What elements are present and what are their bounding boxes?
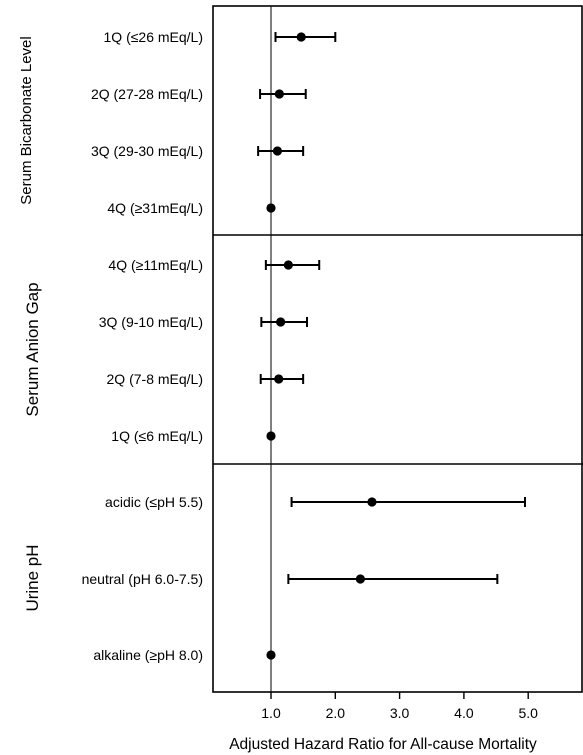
group-label: Serum Anion Gap [23,282,42,416]
group-label: Urine pH [23,544,42,611]
hazard-ratio-point [355,574,365,584]
plot-frame [212,5,583,693]
x-tick-label: 3.0 [390,705,410,721]
x-axis: 1.0 2.0 3.0 4.0 5.0 [261,692,538,721]
rows-layer: 1Q (≤26 mEq/L) 2Q (27-28 mEq/L) 3Q (29-30 … [82,29,526,663]
forest-row: acidic (≤pH 5.5) [105,494,526,510]
forest-row: 3Q (29-30 mEq/L) [91,143,305,159]
row-label: 2Q (27-28 mEq/L) [91,86,203,102]
hazard-ratio-point [276,317,286,327]
row-label: 3Q (9-10 mEq/L) [99,314,203,330]
forest-row: neutral (pH 6.0-7.5) [82,571,499,587]
hazard-ratio-point [266,650,276,660]
hazard-ratio-point [296,32,306,42]
row-label: 4Q (≥31mEq/L) [107,200,203,216]
panels: Serum Bicarbonate Level Serum Anion Gap Ur… [18,5,583,693]
x-tick-label: 4.0 [454,705,474,721]
row-label: alkaline (≥pH 8.0) [93,647,203,663]
row-label: 4Q (≥11mEq/L) [108,257,203,273]
hazard-ratio-point [283,260,293,270]
x-tick-label: 2.0 [326,705,346,721]
forest-row: 1Q (≤6 mEq/L) [111,428,276,444]
x-axis-label: Adjusted Hazard Ratio for All-cause Mort… [229,736,537,753]
x-tick-label: 5.0 [518,705,538,721]
forest-row: 3Q (9-10 mEq/L) [99,314,309,330]
forest-row: 4Q (≥11mEq/L) [108,257,321,273]
hazard-ratio-point [266,203,276,213]
hazard-ratio-point [274,89,284,99]
forest-row: 4Q (≥31mEq/L) [107,200,276,216]
forest-row: alkaline (≥pH 8.0) [93,647,276,663]
hazard-ratio-point [266,431,276,441]
hazard-ratio-point [272,146,283,156]
group-label: Serum Bicarbonate Level [18,36,35,204]
x-tick-label: 1.0 [261,705,281,721]
forest-row: 1Q (≤26 mEq/L) [104,29,337,45]
row-label: acidic (≤pH 5.5) [105,494,203,510]
row-label: 2Q (7-8 mEq/L) [107,371,203,387]
row-label: 1Q (≤26 mEq/L) [104,29,204,45]
row-label: neutral (pH 6.0-7.5) [82,571,203,587]
hazard-ratio-point [274,374,284,384]
row-label: 1Q (≤6 mEq/L) [111,428,203,444]
hazard-ratio-point [367,497,377,507]
forest-row: 2Q (7-8 mEq/L) [107,371,305,387]
forest-row: 2Q (27-28 mEq/L) [91,86,307,102]
row-label: 3Q (29-30 mEq/L) [91,143,203,159]
